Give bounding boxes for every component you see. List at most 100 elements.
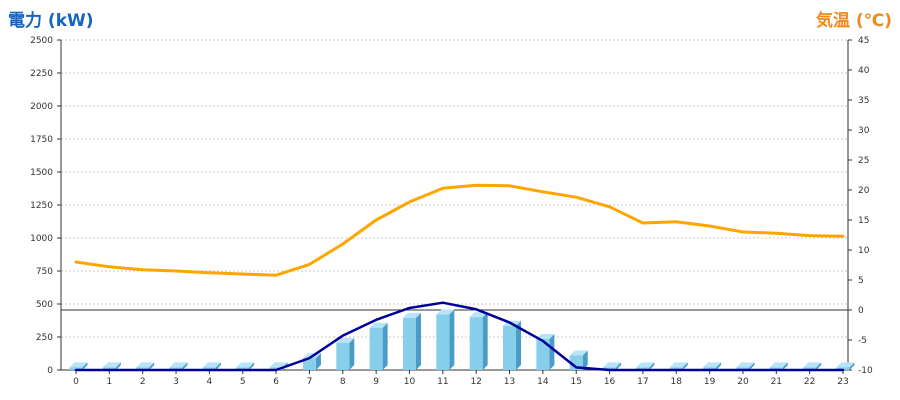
x-tick-label: 23 bbox=[837, 377, 848, 387]
left-tick-label: 2500 bbox=[30, 36, 53, 46]
bar bbox=[669, 367, 683, 370]
left-tick-label: 250 bbox=[36, 333, 53, 343]
bar-side bbox=[749, 362, 755, 370]
bar-top bbox=[236, 362, 255, 368]
x-tick-label: 19 bbox=[704, 377, 716, 387]
bar-top bbox=[703, 362, 722, 368]
x-tick-label: 2 bbox=[140, 377, 146, 387]
x-tick-label: 5 bbox=[240, 377, 246, 387]
bar-side bbox=[716, 362, 722, 370]
bar bbox=[769, 367, 783, 370]
left-axis-title: 電力 (kW) bbox=[8, 11, 94, 31]
bar-side bbox=[182, 362, 188, 370]
bar bbox=[136, 367, 150, 370]
x-tick-label: 1 bbox=[106, 377, 112, 387]
bar-top bbox=[636, 362, 655, 368]
bar bbox=[703, 367, 717, 370]
left-tick-label: 1250 bbox=[30, 201, 53, 211]
left-tick-label: 1750 bbox=[30, 135, 53, 145]
bar-top bbox=[402, 312, 421, 318]
bar-side bbox=[549, 333, 555, 370]
bar-top bbox=[202, 362, 221, 368]
right-tick-label: 20 bbox=[858, 186, 870, 196]
bar bbox=[503, 325, 517, 370]
bar-top bbox=[669, 362, 688, 368]
temperature-line bbox=[74, 183, 845, 277]
bar bbox=[469, 317, 483, 370]
bar-side bbox=[782, 362, 788, 370]
x-tick-label: 4 bbox=[207, 377, 213, 387]
right-tick-label: -5 bbox=[858, 336, 867, 346]
x-tick-label: 9 bbox=[373, 377, 379, 387]
bar bbox=[536, 338, 550, 370]
x-tick-label: 6 bbox=[273, 377, 279, 387]
x-tick-label: 8 bbox=[340, 377, 346, 387]
x-tick-label: 10 bbox=[404, 377, 416, 387]
bar bbox=[736, 367, 750, 370]
x-tick-label: 13 bbox=[504, 377, 515, 387]
bar-side bbox=[82, 362, 88, 370]
bar-side bbox=[516, 320, 522, 370]
bar-side bbox=[482, 312, 488, 370]
bar-side bbox=[149, 362, 155, 370]
x-tick-label: 16 bbox=[604, 377, 616, 387]
bar-side bbox=[382, 322, 388, 370]
bar-top bbox=[569, 350, 588, 356]
bar-side bbox=[682, 362, 688, 370]
bar-side bbox=[616, 362, 622, 370]
bar bbox=[836, 367, 850, 370]
bar-top bbox=[102, 362, 121, 368]
bar-top bbox=[536, 333, 555, 339]
bar-top bbox=[469, 312, 488, 318]
x-tick-label: 21 bbox=[771, 377, 782, 387]
right-tick-label: -10 bbox=[858, 366, 873, 376]
x-tick-label: 3 bbox=[173, 377, 179, 387]
bar-top bbox=[736, 362, 755, 368]
x-tick-label: 14 bbox=[537, 377, 549, 387]
bar-side bbox=[349, 337, 355, 370]
bar-top bbox=[603, 362, 622, 368]
right-axis-title: 気温 (℃) bbox=[815, 11, 892, 31]
bar bbox=[402, 317, 416, 370]
bar-side bbox=[215, 362, 221, 370]
bar-side bbox=[249, 362, 255, 370]
right-tick-label: 30 bbox=[858, 126, 870, 136]
right-tick-label: 40 bbox=[858, 66, 870, 76]
left-tick-label: 1000 bbox=[30, 234, 53, 244]
power-line bbox=[74, 301, 845, 372]
bar-top bbox=[169, 362, 188, 368]
left-tick-label: 0 bbox=[47, 366, 53, 376]
bar bbox=[202, 367, 216, 370]
bar-top bbox=[269, 362, 288, 368]
bar bbox=[69, 367, 83, 370]
bar-side bbox=[115, 362, 121, 370]
right-tick-label: 25 bbox=[858, 156, 869, 166]
left-tick-label: 2250 bbox=[30, 69, 53, 79]
bar-side bbox=[649, 362, 655, 370]
bar bbox=[236, 367, 250, 370]
right-tick-label: 35 bbox=[858, 96, 869, 106]
bar-side bbox=[415, 312, 421, 370]
bar bbox=[603, 367, 617, 370]
bar-top bbox=[803, 362, 822, 368]
right-tick-label: 0 bbox=[858, 306, 864, 316]
left-tick-label: 2000 bbox=[30, 102, 53, 112]
bar bbox=[302, 358, 316, 370]
bar bbox=[369, 327, 383, 370]
bar bbox=[636, 367, 650, 370]
x-tick-label: 20 bbox=[737, 377, 749, 387]
bar bbox=[336, 342, 350, 370]
bar-top bbox=[369, 322, 388, 328]
x-tick-label: 17 bbox=[637, 377, 648, 387]
x-tick-label: 0 bbox=[73, 377, 79, 387]
bar-side bbox=[849, 362, 855, 370]
left-tick-label: 750 bbox=[36, 267, 53, 277]
x-tick-label: 22 bbox=[804, 377, 815, 387]
x-tick-label: 7 bbox=[307, 377, 313, 387]
bar-side bbox=[315, 353, 321, 370]
right-tick-label: 15 bbox=[858, 216, 869, 226]
right-tick-label: 10 bbox=[858, 246, 870, 256]
bar-top bbox=[136, 362, 155, 368]
bar bbox=[436, 314, 450, 370]
